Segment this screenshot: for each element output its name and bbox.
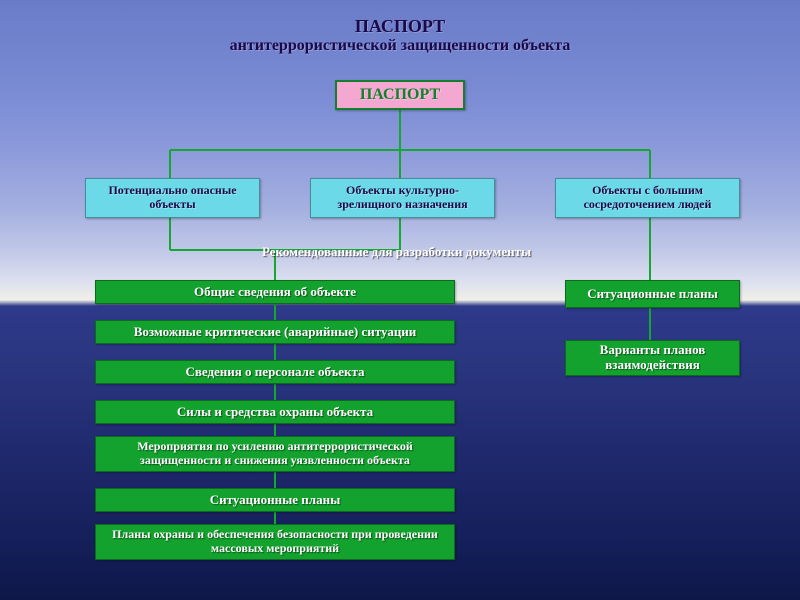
node-g5: Мероприятия по усилению антитеррористиче… (95, 436, 455, 472)
node-g1: Общие сведения об объекте (95, 280, 455, 304)
title-line2: антитеррористической защищенности объект… (0, 37, 800, 55)
node-g2: Возможные критические (аварийные) ситуац… (95, 320, 455, 344)
node-g4: Силы и средства охраны объекта (95, 400, 455, 424)
node-cat3: Объекты с большим сосредоточением людей (555, 178, 740, 218)
node-root: ПАСПОРТ (335, 80, 465, 110)
node-cat2: Объекты культурно-зрелищного назначения (310, 178, 495, 218)
node-g7: Планы охраны и обеспечения безопасности … (95, 524, 455, 560)
node-r2: Варианты планов взаимодействия (565, 340, 740, 376)
node-cat1: Потенциально опасные объекты (85, 178, 260, 218)
page-title: ПАСПОРТ антитеррористической защищенност… (0, 0, 800, 55)
docs-subheading: Рекомендованные для разработки документы (262, 244, 531, 260)
node-r1: Ситуационные планы (565, 280, 740, 308)
node-g6: Ситуационные планы (95, 488, 455, 512)
title-line1: ПАСПОРТ (0, 16, 800, 37)
node-g3: Сведения о персонале объекта (95, 360, 455, 384)
